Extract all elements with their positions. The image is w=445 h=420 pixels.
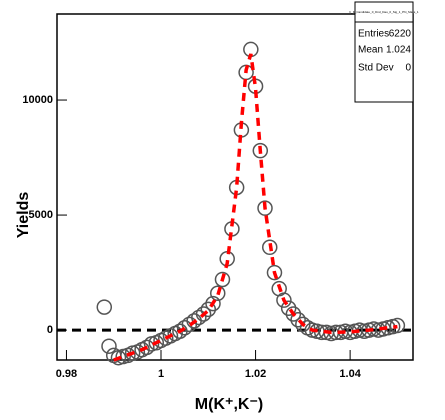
plot-frame [56, 13, 414, 361]
x-tick-label: 1 [158, 368, 164, 380]
fit-line [113, 53, 398, 362]
stats-title: h_K_Candidate_0_Dnd_Dau_0_Sig_1_Phi_Mass… [349, 10, 419, 14]
data-point [205, 295, 221, 312]
y-tick-label: 0 [47, 324, 53, 336]
stats-value: 1.024 [386, 45, 411, 56]
y-tick-label: 5000 [29, 209, 53, 221]
data-point [96, 299, 113, 315]
stats-label: Std Dev [358, 63, 394, 74]
data-point [266, 264, 283, 281]
data-point [200, 301, 217, 318]
data-point [191, 309, 207, 326]
x-tick-label: 0.98 [56, 368, 77, 380]
y-tick-label: 10000 [22, 94, 53, 106]
data-point [214, 271, 231, 288]
x-tick-label: 1.04 [339, 368, 361, 380]
x-axis-label: M(K⁺,K⁻) [195, 396, 263, 413]
data-point [209, 285, 226, 302]
data-point [295, 316, 311, 333]
data-point [290, 311, 306, 328]
stats-frame [354, 1, 414, 103]
data-point [139, 339, 155, 356]
stats-value: 6220 [389, 29, 412, 40]
data-point [276, 292, 292, 308]
stats-label: Entries [358, 29, 389, 40]
y-axis-label: Yields [15, 192, 32, 239]
data-point [257, 200, 273, 216]
data-point [261, 239, 278, 256]
data-point [252, 142, 269, 159]
stats-label: Mean [358, 45, 383, 56]
data-point [285, 306, 302, 322]
data-point [101, 338, 117, 354]
data-point [195, 306, 212, 322]
stats-box: h_K_Candidate_0_Dnd_Dau_0_Sig_1_Phi_Mass… [349, 1, 419, 103]
stats-value: 0 [405, 63, 411, 74]
data-point [389, 317, 406, 334]
x-tick-label: 1.02 [245, 368, 266, 380]
data-point [280, 300, 297, 316]
